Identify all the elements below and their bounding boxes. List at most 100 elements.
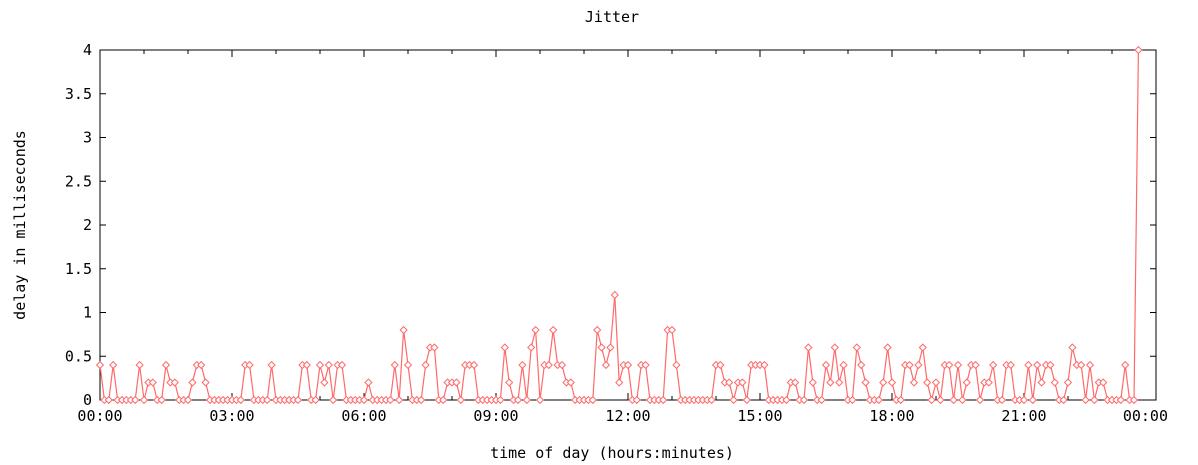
x-tick-label: 06:00 xyxy=(341,407,386,425)
data-point xyxy=(804,343,813,352)
data-point xyxy=(852,343,861,352)
data-point xyxy=(923,378,932,387)
y-tick-label: 3 xyxy=(83,129,92,147)
data-point xyxy=(403,360,413,370)
data-point xyxy=(557,360,567,370)
data-point xyxy=(395,395,404,405)
data-point xyxy=(760,360,769,370)
data-point xyxy=(201,378,210,387)
data-point xyxy=(535,395,545,405)
data-point xyxy=(962,378,971,387)
data-point xyxy=(821,360,831,370)
data-point xyxy=(1116,395,1125,405)
x-tick-label: 15:00 xyxy=(737,407,782,425)
data-point xyxy=(522,395,531,405)
data-point xyxy=(659,395,668,405)
data-point xyxy=(1028,395,1037,405)
data-point xyxy=(311,395,320,405)
data-point xyxy=(417,395,426,405)
data-point xyxy=(606,343,615,352)
data-point xyxy=(95,360,105,370)
data-point xyxy=(667,325,677,335)
data-point xyxy=(500,343,509,352)
data-point xyxy=(887,378,897,387)
data-point xyxy=(989,360,998,370)
data-point xyxy=(610,290,619,300)
data-point xyxy=(161,360,171,370)
data-point xyxy=(848,395,857,405)
x-tick-label: 12:00 xyxy=(605,407,650,425)
data-point xyxy=(421,360,430,370)
data-point xyxy=(997,395,1007,405)
data-point xyxy=(1090,395,1099,405)
data-point xyxy=(615,378,624,387)
data-point xyxy=(104,395,113,405)
data-point xyxy=(729,395,738,405)
data-point xyxy=(496,395,505,405)
data-point xyxy=(874,395,883,405)
y-tick-label: 2 xyxy=(83,216,92,234)
data-point xyxy=(430,343,439,352)
data-point xyxy=(390,360,399,370)
data-point xyxy=(918,343,927,352)
y-tick-label: 0 xyxy=(83,391,92,409)
x-tick-label: 03:00 xyxy=(209,407,254,425)
data-point xyxy=(131,395,140,405)
data-point xyxy=(518,360,527,370)
data-point xyxy=(1059,395,1068,405)
data-point xyxy=(267,360,276,370)
data-point xyxy=(293,395,303,405)
y-axis: 0 0.5 1 1.5 2 2.5 3 3.5 4 xyxy=(65,41,1156,409)
data-point xyxy=(632,395,641,405)
data-point xyxy=(883,343,892,352)
data-point xyxy=(971,360,980,370)
data-point xyxy=(1077,360,1086,370)
data-point xyxy=(1068,343,1077,352)
data-point xyxy=(738,378,747,387)
data-point xyxy=(549,325,558,335)
data-point xyxy=(320,378,329,387)
data-point xyxy=(909,378,919,387)
data-point xyxy=(469,360,479,370)
plot-frame xyxy=(99,49,1157,401)
data-point xyxy=(1085,360,1095,370)
data-point xyxy=(672,360,681,370)
data-point xyxy=(641,360,650,370)
data-point xyxy=(861,378,870,387)
data-point xyxy=(839,360,848,370)
data-point xyxy=(857,360,866,370)
data-point xyxy=(263,395,272,405)
data-point xyxy=(157,395,166,405)
data-point xyxy=(725,378,734,387)
data-point xyxy=(1099,378,1108,387)
x-tick-label: 00:00 xyxy=(77,407,122,425)
series-line xyxy=(99,49,1139,401)
data-point xyxy=(1081,395,1090,405)
data-point xyxy=(188,378,197,387)
data-point xyxy=(826,378,835,387)
y-tick-label: 4 xyxy=(83,41,92,59)
data-point xyxy=(1121,360,1130,370)
y-tick-label: 2.5 xyxy=(65,172,92,190)
y-tick-label: 1.5 xyxy=(65,260,92,278)
data-point xyxy=(905,360,914,370)
data-point xyxy=(544,360,553,370)
x-tick-label: 09:00 xyxy=(473,407,518,425)
x-tick-label: 00:00 xyxy=(1123,407,1168,425)
data-point xyxy=(302,360,311,370)
data-point xyxy=(148,378,157,387)
data-point xyxy=(835,378,844,387)
data-point xyxy=(1019,395,1029,405)
data-point xyxy=(936,395,945,405)
y-axis-label: delay in milliseconds xyxy=(11,130,29,320)
data-point xyxy=(927,395,936,405)
series-jitter xyxy=(95,45,1143,405)
data-point xyxy=(364,378,373,387)
data-point xyxy=(236,395,245,405)
data-point xyxy=(1046,360,1055,370)
data-point xyxy=(315,360,325,370)
data-point xyxy=(799,395,809,405)
data-point xyxy=(337,360,347,370)
data-point xyxy=(1024,360,1033,370)
data-point xyxy=(1037,378,1046,387)
